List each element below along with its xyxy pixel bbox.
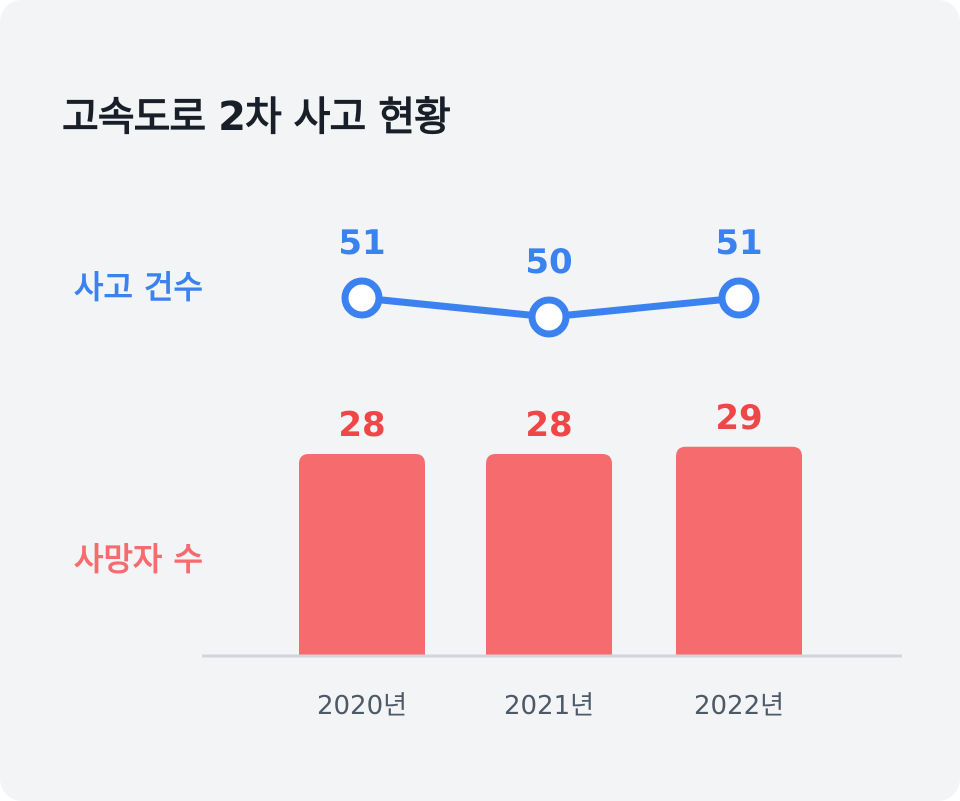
bar-2022년: [676, 446, 802, 656]
line-point: [528, 296, 570, 338]
chart-title: 고속도로 2차 사고 현황: [62, 94, 451, 140]
line-point: [718, 277, 760, 319]
legend-label-fatalities: 사망자 수: [74, 540, 203, 578]
line-value-label: 50: [525, 242, 572, 282]
legend-label-accidents: 사고 건수: [74, 268, 203, 306]
line-value-label: 51: [338, 223, 385, 263]
x-tick-label: 2022년: [694, 691, 784, 721]
line-value-label: 51: [715, 223, 762, 263]
bar-2020년: [299, 454, 425, 656]
bar-value-label: 29: [715, 398, 762, 438]
x-tick-label: 2020년: [317, 691, 407, 721]
bar-value-label: 28: [525, 405, 572, 445]
bar-2021년: [486, 454, 612, 656]
x-tick-label: 2021년: [504, 691, 594, 721]
line-point: [341, 277, 383, 319]
bar-value-label: 28: [338, 405, 385, 445]
